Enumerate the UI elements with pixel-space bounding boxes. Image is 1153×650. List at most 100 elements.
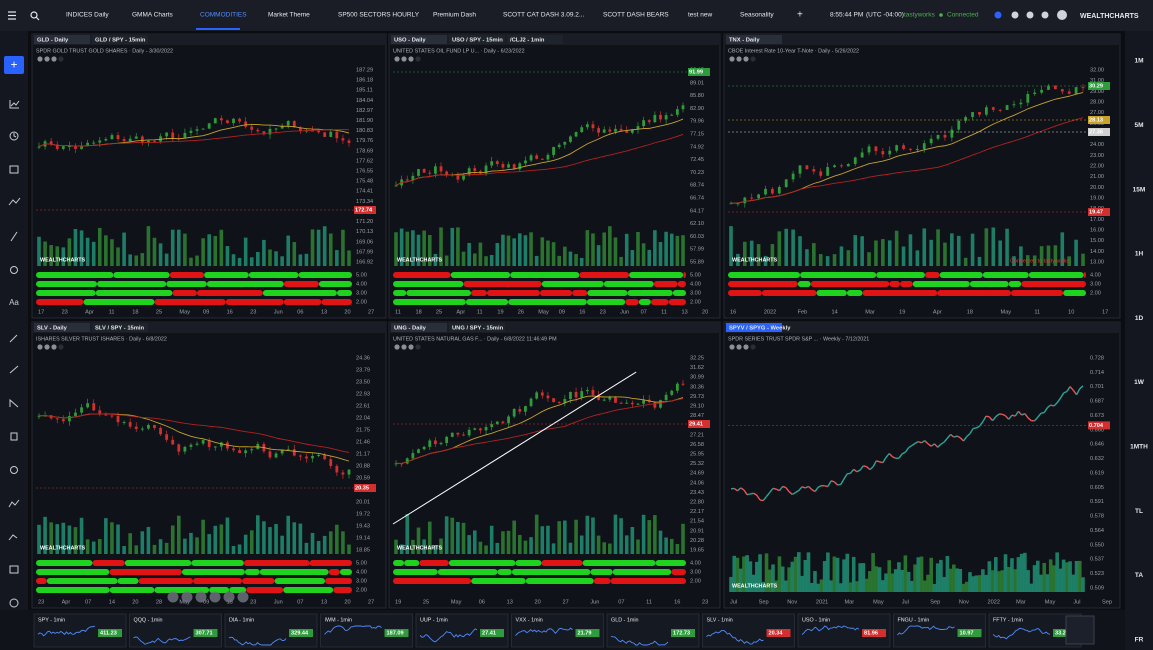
panel-control[interactable]	[58, 344, 64, 350]
panel-control[interactable]	[415, 344, 421, 350]
panel-tab-label[interactable]: UNG / SPY - 15min	[452, 326, 504, 332]
panel-control[interactable]	[750, 344, 756, 350]
panel-control[interactable]	[401, 344, 407, 350]
nav-button[interactable]	[181, 591, 193, 603]
nav-tab[interactable]: SCOTT DASH BEARS	[603, 12, 669, 19]
nav-button[interactable]	[223, 591, 235, 603]
nav-tab[interactable]: Market Theme	[268, 12, 310, 19]
panel-control[interactable]	[736, 56, 742, 62]
search-icon[interactable]	[30, 11, 40, 21]
timeframe[interactable]: 1D	[1135, 315, 1144, 322]
volume-bar	[829, 580, 833, 592]
panel-tab-label[interactable]: GLD - Daily	[37, 38, 69, 44]
nav-add[interactable]: +	[797, 10, 803, 21]
candle-body	[171, 439, 175, 445]
ratio-line	[859, 465, 864, 471]
panel-tab-label[interactable]: GLD / SPY - 15min	[95, 38, 146, 44]
add-button[interactable]	[4, 56, 24, 74]
panel-tab-label[interactable]: SLV / SPY - 15min	[95, 326, 145, 332]
timeframe[interactable]: TL	[1135, 508, 1143, 515]
broker[interactable]: tastyworks	[904, 12, 935, 19]
panel-tab[interactable]	[507, 35, 563, 44]
price-axis-label: 167.99	[356, 249, 373, 255]
header-icon[interactable]	[1026, 11, 1034, 19]
timeframe[interactable]: FR	[1135, 636, 1144, 643]
nav-button[interactable]	[209, 591, 221, 603]
panel-control[interactable]	[750, 56, 756, 62]
panel-control[interactable]	[415, 56, 421, 62]
nav-button[interactable]	[237, 591, 249, 603]
panel-tab[interactable]	[391, 35, 447, 44]
panel-control[interactable]	[44, 344, 50, 350]
timeframe[interactable]: TA	[1135, 572, 1143, 579]
header-icon[interactable]	[1057, 10, 1067, 20]
nav-tab[interactable]: SCOTT CAT DASH 3.09.2...	[503, 12, 584, 19]
timeframe[interactable]: 5M	[1134, 122, 1143, 129]
panel-tab[interactable]	[391, 323, 447, 332]
ratio-line	[1053, 402, 1058, 407]
panel-control[interactable]	[408, 344, 414, 350]
panel-tab[interactable]	[92, 323, 148, 332]
candle-body	[67, 415, 71, 422]
panel-tab[interactable]	[92, 35, 148, 44]
panel-control[interactable]	[743, 344, 749, 350]
panel-tab-label[interactable]: UNG - Daily	[394, 326, 427, 332]
panel-tab-label[interactable]: SPYV / SPYG - Weekly	[729, 326, 791, 332]
tool-icons[interactable]	[8, 100, 21, 641]
price-axis-label: 22.04	[356, 415, 370, 421]
panel-control[interactable]	[743, 56, 749, 62]
panel-tab-label[interactable]: /CLJ2 - 1min	[510, 38, 545, 44]
header-icon[interactable]	[994, 11, 1002, 19]
panel-control[interactable]	[51, 344, 57, 350]
panel-control[interactable]	[736, 344, 742, 350]
panel-tab[interactable]	[449, 323, 505, 332]
nav-button[interactable]	[195, 591, 207, 603]
panel-tab[interactable]	[449, 35, 505, 44]
panel-control[interactable]	[37, 344, 43, 350]
timeframe[interactable]: 1H	[1135, 251, 1144, 258]
panel-tab[interactable]	[726, 35, 782, 44]
nav-tab[interactable]: test new	[688, 12, 713, 19]
header-icon[interactable]	[1041, 11, 1049, 19]
volume-bar	[444, 255, 449, 266]
price-axis-label: 21.17	[356, 451, 370, 457]
panel-control[interactable]	[408, 56, 414, 62]
volume-bar	[568, 251, 573, 266]
header-icon[interactable]	[1011, 11, 1019, 19]
panel-tab[interactable]	[34, 35, 90, 44]
text-tool[interactable]: Aa	[9, 298, 19, 307]
panel-control[interactable]	[394, 56, 400, 62]
nav-tab[interactable]: Premium Dash	[433, 12, 476, 19]
panel-tab-label[interactable]: USO / SPY - 15min	[452, 38, 503, 44]
nav-button[interactable]	[167, 591, 179, 603]
candle-body	[518, 163, 522, 170]
nav-tab[interactable]: COMMODITIES	[200, 12, 247, 19]
panel-control[interactable]	[401, 56, 407, 62]
timeframe[interactable]: 15M	[1133, 186, 1146, 193]
time-axis-label: 11	[395, 309, 401, 315]
panel-control[interactable]	[729, 344, 735, 350]
panel-tab-label[interactable]: USO - Daily	[394, 38, 426, 44]
panel-control[interactable]	[44, 56, 50, 62]
panel-control[interactable]	[394, 344, 400, 350]
time-axis-label: 13	[682, 309, 688, 315]
indicator-segment	[36, 272, 114, 278]
nav-tab[interactable]: Seasonality	[740, 12, 774, 19]
panel-tab[interactable]	[34, 323, 90, 332]
menu-icon[interactable]	[8, 11, 16, 20]
panel-tab[interactable]	[726, 323, 782, 332]
volume-bar	[540, 526, 545, 554]
timeframe[interactable]: 1MTH	[1130, 444, 1148, 451]
watchlist-add[interactable]	[1065, 615, 1095, 645]
panel-control[interactable]	[37, 56, 43, 62]
panel-control[interactable]	[51, 56, 57, 62]
panel-control[interactable]	[58, 56, 64, 62]
panel-tab-label[interactable]: TNX - Daily	[729, 38, 760, 44]
timeframe[interactable]: 1W	[1134, 379, 1145, 386]
panel-control[interactable]	[729, 56, 735, 62]
nav-tab[interactable]: GMMA Charts	[132, 12, 174, 19]
nav-tab[interactable]: SP500 SECTORS HOURLY	[338, 12, 420, 19]
timeframe[interactable]: 1M	[1134, 58, 1143, 65]
panel-tab-label[interactable]: SLV - Daily	[37, 326, 68, 332]
nav-tab[interactable]: INDICES Daily	[66, 12, 109, 19]
